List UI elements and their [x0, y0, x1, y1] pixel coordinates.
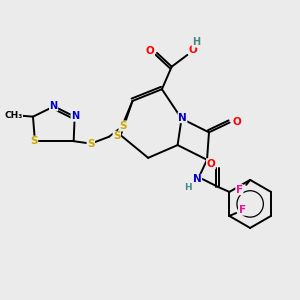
- Text: O: O: [146, 46, 154, 56]
- Text: F: F: [236, 185, 243, 195]
- Text: N: N: [193, 174, 202, 184]
- Text: H: H: [192, 37, 200, 47]
- Text: O: O: [189, 45, 198, 55]
- Text: N: N: [71, 111, 79, 121]
- Text: S: S: [30, 136, 38, 146]
- Text: S: S: [119, 121, 126, 131]
- Text: N: N: [178, 112, 187, 123]
- Text: S: S: [113, 131, 121, 141]
- Text: O: O: [207, 159, 215, 169]
- Text: S: S: [87, 139, 94, 148]
- Text: O: O: [232, 117, 241, 127]
- Text: N: N: [50, 101, 58, 111]
- Text: H: H: [184, 183, 192, 192]
- Text: CH₃: CH₃: [4, 111, 22, 120]
- Text: F: F: [238, 205, 246, 215]
